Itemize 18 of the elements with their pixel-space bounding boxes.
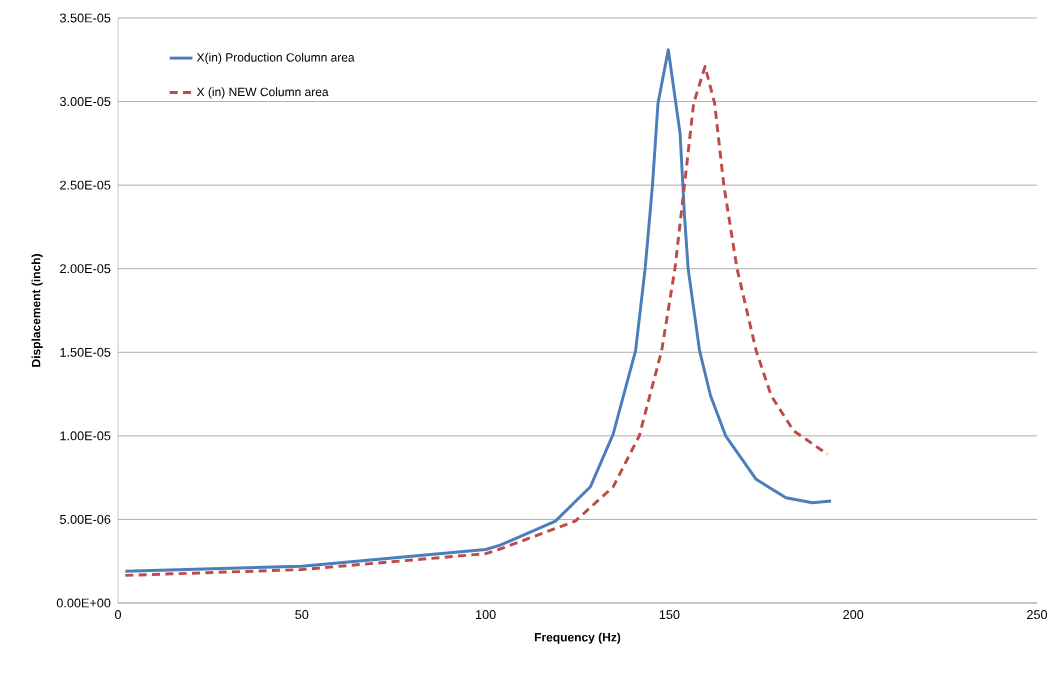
x-tick-label: 50 xyxy=(295,610,309,620)
y-tick-label: 0.00E+00 xyxy=(56,598,111,608)
y-tick-label: 1.50E-05 xyxy=(60,347,111,357)
x-tick-label: 0 xyxy=(114,610,122,620)
x-tick-label: 200 xyxy=(843,610,864,620)
y-tick-label: 3.50E-05 xyxy=(59,13,111,23)
y-tick-label: 2.50E-05 xyxy=(60,180,111,190)
y-tick-label: 3.00E-05 xyxy=(59,97,111,107)
legend-label: X(in) Production Column area xyxy=(196,52,355,65)
y-axis-title: Displacement (inch) xyxy=(31,254,43,367)
y-tick-label: 5.00E-06 xyxy=(59,514,111,524)
x-tick-label: 150 xyxy=(659,610,680,620)
y-tick-label: 2.00E-05 xyxy=(60,264,111,274)
x-axis-title: Frequency (Hz) xyxy=(534,632,621,644)
x-tick-label: 100 xyxy=(476,610,496,620)
y-tick-label: 1.00E-05 xyxy=(60,431,111,441)
legend-label: X (in) NEW Column area xyxy=(196,87,329,99)
x-tick-label: 250 xyxy=(1027,610,1048,620)
